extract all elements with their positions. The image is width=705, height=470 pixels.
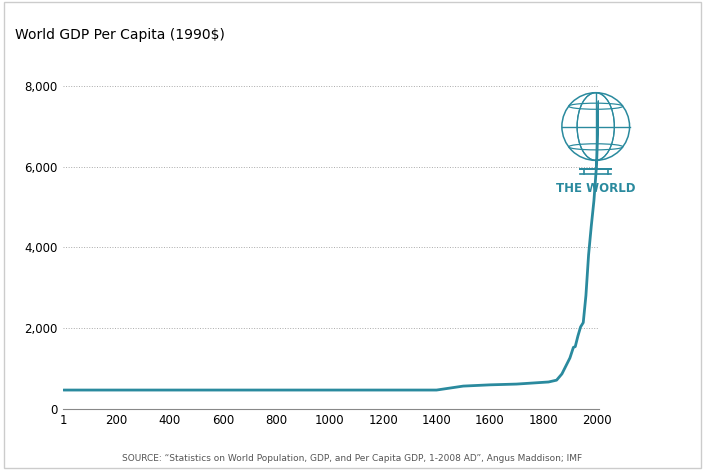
Text: THE WORLD: THE WORLD — [556, 181, 635, 195]
Text: World GDP Per Capita (1990$): World GDP Per Capita (1990$) — [16, 28, 225, 42]
Text: SOURCE: “Statistics on World Population, GDP, and Per Capita GDP, 1-2008 AD”, An: SOURCE: “Statistics on World Population,… — [123, 454, 582, 463]
